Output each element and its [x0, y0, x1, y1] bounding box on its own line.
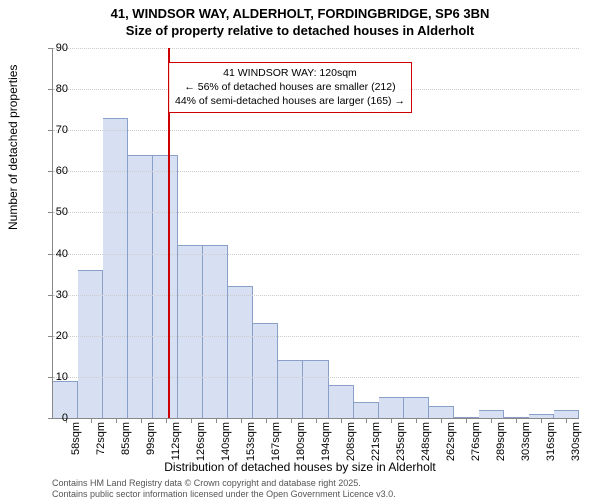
bar: [329, 385, 354, 418]
xtick-mark: [366, 418, 367, 423]
plot-area: 58sqm72sqm85sqm99sqm112sqm126sqm140sqm15…: [52, 48, 579, 419]
ytick-label: 0: [38, 412, 68, 424]
bar: [379, 397, 404, 418]
bar: [103, 118, 128, 418]
ytick-label: 10: [38, 371, 68, 383]
xtick-mark: [441, 418, 442, 423]
footnote: Contains HM Land Registry data © Crown c…: [52, 478, 396, 500]
footnote-line2: Contains public sector information licen…: [52, 489, 396, 500]
bar: [354, 402, 379, 418]
ytick-label: 20: [38, 330, 68, 342]
bar: [178, 245, 203, 418]
gridline: [53, 295, 579, 296]
bar: [278, 360, 303, 418]
gridline: [53, 212, 579, 213]
y-axis-label: Number of detached properties: [6, 65, 20, 230]
xtick-mark: [516, 418, 517, 423]
xtick-mark: [291, 418, 292, 423]
bar: [153, 155, 178, 418]
xtick-mark: [391, 418, 392, 423]
xtick-mark: [166, 418, 167, 423]
xtick-mark: [541, 418, 542, 423]
ytick-label: 30: [38, 289, 68, 301]
bar: [479, 410, 504, 418]
gridline: [53, 254, 579, 255]
xtick-mark: [216, 418, 217, 423]
bar: [404, 397, 429, 418]
xtick-mark: [341, 418, 342, 423]
ytick-label: 70: [38, 124, 68, 136]
annotation-line3: 44% of semi-detached houses are larger (…: [175, 94, 405, 108]
ytick-label: 50: [38, 206, 68, 218]
xtick-mark: [266, 418, 267, 423]
annotation-box: 41 WINDSOR WAY: 120sqm← 56% of detached …: [168, 62, 412, 113]
xtick-mark: [91, 418, 92, 423]
xtick-mark: [116, 418, 117, 423]
ytick-label: 80: [38, 83, 68, 95]
annotation-line1: 41 WINDSOR WAY: 120sqm: [175, 66, 405, 80]
gridline: [53, 336, 579, 337]
x-axis-label: Distribution of detached houses by size …: [0, 460, 600, 474]
xtick-mark: [241, 418, 242, 423]
title-line2: Size of property relative to detached ho…: [0, 23, 600, 40]
ytick-label: 90: [38, 42, 68, 54]
xtick-mark: [491, 418, 492, 423]
xtick-mark: [566, 418, 567, 423]
xtick-mark: [191, 418, 192, 423]
gridline: [53, 130, 579, 131]
xtick-mark: [141, 418, 142, 423]
gridline: [53, 48, 579, 49]
xtick-mark: [466, 418, 467, 423]
bar: [303, 360, 328, 418]
gridline: [53, 377, 579, 378]
xtick-mark: [416, 418, 417, 423]
bar: [78, 270, 103, 418]
histogram-chart: 58sqm72sqm85sqm99sqm112sqm126sqm140sqm15…: [52, 48, 578, 418]
bar: [203, 245, 228, 418]
bar: [253, 323, 278, 418]
ytick-label: 40: [38, 248, 68, 260]
ytick-label: 60: [38, 165, 68, 177]
gridline: [53, 171, 579, 172]
annotation-line2: ← 56% of detached houses are smaller (21…: [175, 80, 405, 94]
title-line1: 41, WINDSOR WAY, ALDERHOLT, FORDINGBRIDG…: [0, 6, 600, 23]
bar: [228, 286, 253, 418]
bar: [554, 410, 579, 418]
footnote-line1: Contains HM Land Registry data © Crown c…: [52, 478, 396, 489]
xtick-mark: [316, 418, 317, 423]
bar: [429, 406, 454, 418]
bar: [128, 155, 153, 418]
